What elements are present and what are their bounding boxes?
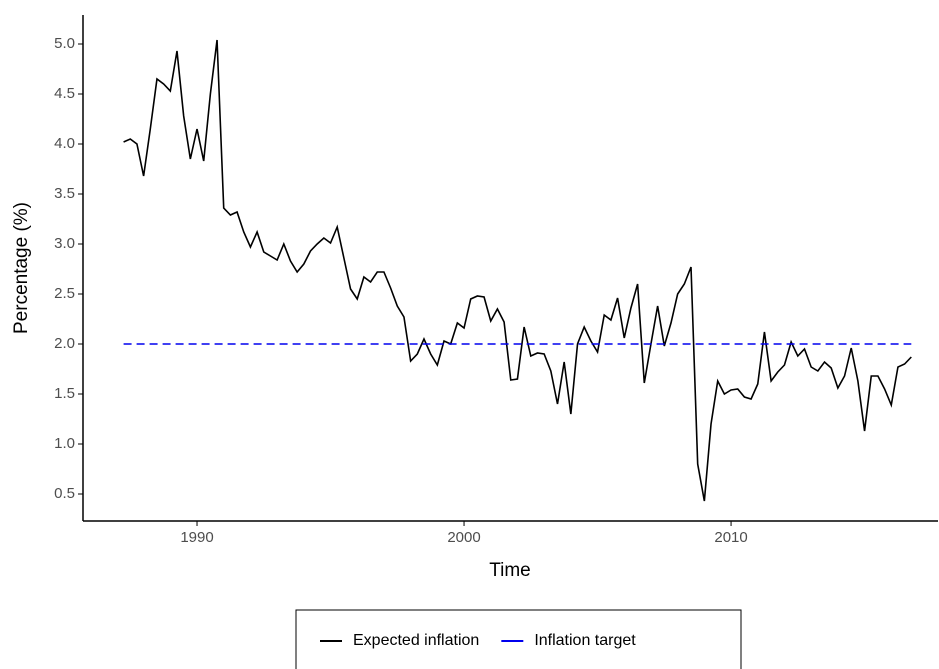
y-tick-label: 3.0 xyxy=(54,235,75,252)
legend-label: Inflation target xyxy=(534,632,636,649)
y-tick-label: 5.0 xyxy=(54,35,75,52)
x-tick-label: 2000 xyxy=(447,529,480,546)
y-tick-label: 0.5 xyxy=(54,485,75,502)
y-axis-title: Percentage (%) xyxy=(11,202,32,334)
y-tick-label: 3.5 xyxy=(54,185,75,202)
x-tick-label: 2010 xyxy=(714,529,747,546)
y-tick-label: 2.0 xyxy=(54,335,75,352)
y-tick-label: 2.5 xyxy=(54,285,75,302)
x-axis-title: Time xyxy=(489,560,531,581)
legend-label: Expected inflation xyxy=(353,632,479,649)
y-tick-label: 1.0 xyxy=(54,435,75,452)
y-tick-label: 4.5 xyxy=(54,85,75,102)
y-tick-label: 4.0 xyxy=(54,135,75,152)
x-tick-label: 1990 xyxy=(180,529,213,546)
series-line xyxy=(123,39,912,502)
legend-box xyxy=(295,609,742,669)
y-tick-label: 1.5 xyxy=(54,385,75,402)
